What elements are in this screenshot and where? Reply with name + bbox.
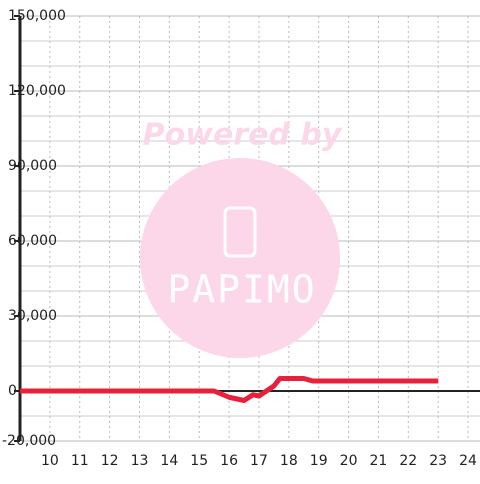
x-tick-label: 20	[340, 453, 358, 469]
y-tick-label: 120,000	[8, 83, 66, 99]
watermark-circle	[140, 158, 340, 358]
x-tick-label: 15	[190, 453, 208, 469]
x-tick-label: 16	[220, 453, 238, 469]
series-line	[20, 376, 439, 403]
watermark-caption: Powered by	[143, 118, 343, 153]
y-tick-label: 60,000	[8, 233, 57, 249]
x-tick-label: 11	[71, 453, 89, 469]
x-tick-label: 23	[429, 453, 447, 469]
y-tick-label: 150,000	[8, 8, 66, 24]
x-tick-label: 14	[160, 453, 178, 469]
x-tick-label: 17	[250, 453, 268, 469]
watermark-icon	[223, 206, 257, 258]
x-tick-label: 19	[310, 453, 328, 469]
y-tick-label: 0	[8, 383, 17, 399]
x-tick-label: 22	[399, 453, 417, 469]
watermark-logo: PAPIMO	[167, 268, 316, 312]
y-tick-label: 30,000	[8, 308, 57, 324]
y-tick-label: -20,000	[2, 433, 56, 449]
x-tick-label: 24	[459, 453, 477, 469]
x-tick-label: 13	[131, 453, 149, 469]
x-tick-label: 18	[280, 453, 298, 469]
x-tick-label: 10	[41, 453, 59, 469]
x-tick-label: 21	[370, 453, 388, 469]
x-tick-label: 12	[101, 453, 119, 469]
y-tick-label: 90,000	[8, 158, 57, 174]
